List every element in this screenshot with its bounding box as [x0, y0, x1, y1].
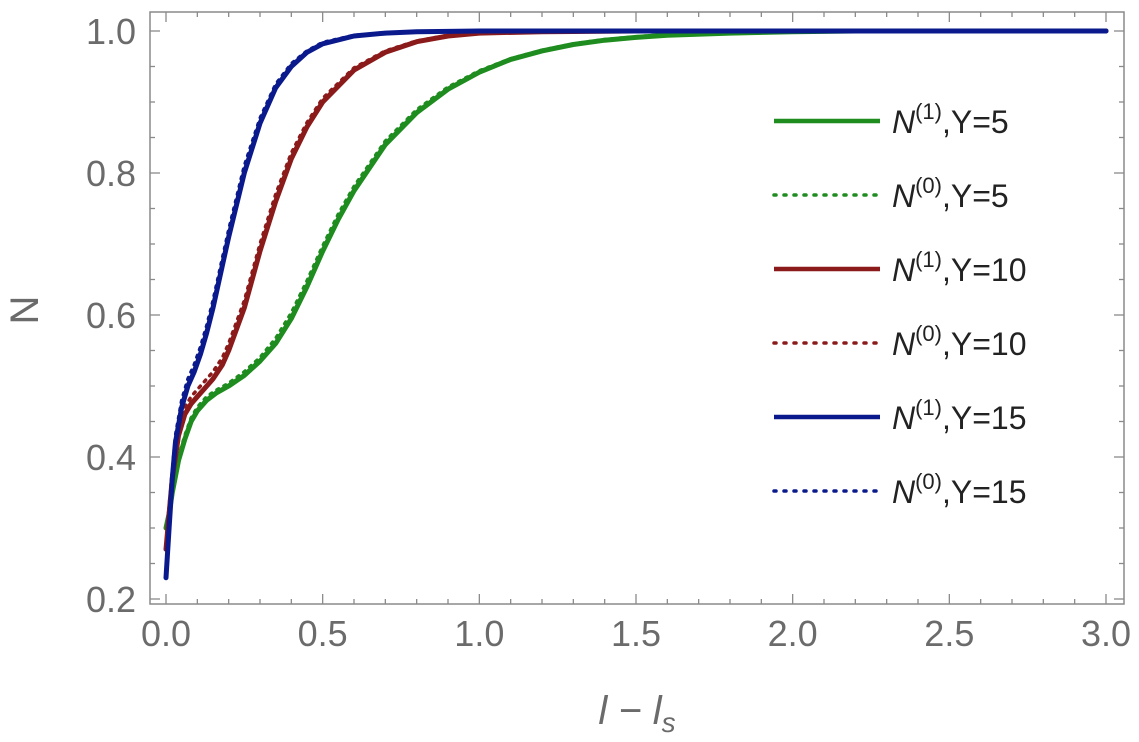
x-tick-label: 0.5 — [298, 613, 348, 654]
y-tick-label: 0.8 — [86, 153, 136, 194]
legend-label-3: N(1),Y=10 — [892, 247, 1027, 288]
y-tick-label: 0.4 — [86, 437, 136, 478]
series-line-6 — [164, 29, 1108, 580]
legend-label-2: N(0),Y=5 — [892, 173, 1009, 214]
series-layer — [163, 28, 1109, 581]
x-tick-label: 0.0 — [141, 613, 191, 654]
legend-label-6: N(0),Y=15 — [892, 469, 1027, 510]
x-tick-labels: 0.0 0.5 1.0 1.5 2.0 2.5 3.0 — [141, 613, 1131, 654]
legend-label-4: N(0),Y=10 — [892, 321, 1027, 362]
legend: N(1),Y=5 N(0),Y=5 N(1),Y=10 N(0),Y=10 N(1),Y… — [772, 99, 1027, 510]
y-axis-label: N — [3, 296, 47, 325]
series-line-2 — [164, 29, 1108, 530]
x-tick-label: 1.5 — [611, 613, 661, 654]
y-tick-label: 0.6 — [86, 295, 136, 336]
y-tick-label: 0.2 — [86, 579, 136, 620]
legend-label-1: N(1),Y=5 — [892, 99, 1009, 140]
x-tick-label: 3.0 — [1081, 613, 1131, 654]
x-tick-label: 1.0 — [454, 613, 504, 654]
series-line-1 — [163, 28, 1109, 531]
x-tick-label: 2.5 — [924, 613, 974, 654]
y-tick-label: 1.0 — [86, 11, 136, 52]
x-tick-label: 2.0 — [768, 613, 818, 654]
y-tick-labels: 0.2 0.4 0.6 0.8 1.0 — [86, 11, 136, 620]
axis-ticks — [150, 12, 1124, 604]
legend-label-5: N(1),Y=15 — [892, 395, 1027, 436]
x-axis-label: l − ls — [598, 689, 675, 738]
plot-frame — [149, 11, 1125, 605]
